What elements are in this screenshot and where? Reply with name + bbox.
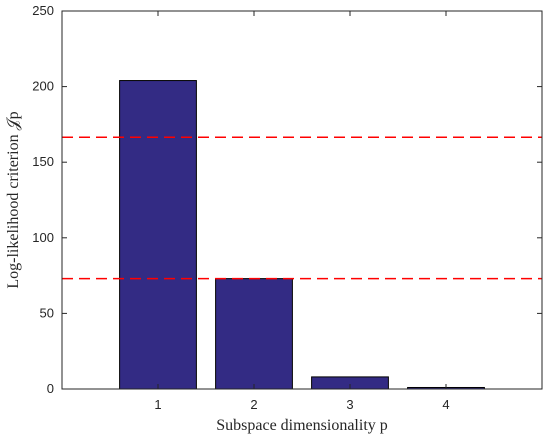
x-tick-label-2: 2: [250, 397, 257, 412]
y-axis-label: Log-likelihood criterion 𝒥p: [5, 111, 22, 288]
y-tick-label-150: 150: [32, 154, 54, 169]
x-tick-label-3: 3: [346, 397, 353, 412]
x-axis: 1 2 3 4: [154, 11, 450, 412]
bars-group: [119, 80, 485, 390]
y-tick-label-50: 50: [40, 305, 54, 320]
x-axis-label: Subspace dimensionality p: [216, 417, 388, 434]
y-axis: 0 50 100 150 200 250: [32, 3, 542, 396]
y-tick-label-200: 200: [32, 79, 54, 94]
y-tick-label-0: 0: [47, 381, 54, 396]
bar-2: [215, 278, 293, 390]
y-tick-label-250: 250: [32, 3, 54, 18]
x-tick-label-1: 1: [154, 397, 161, 412]
x-tick-label-4: 4: [442, 397, 449, 412]
threshold-lines: [62, 136, 542, 280]
plot-frame: [61, 10, 543, 390]
bar-1: [119, 80, 197, 390]
y-tick-label-100: 100: [32, 230, 54, 245]
